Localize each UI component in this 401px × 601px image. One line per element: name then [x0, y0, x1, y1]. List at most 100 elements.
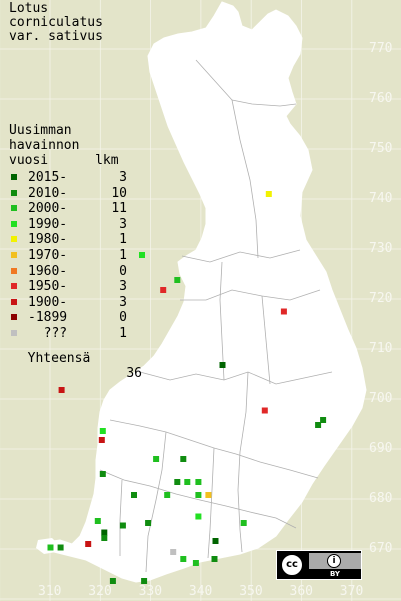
- legend-period-label: 2000-: [28, 201, 68, 217]
- legend-count: 1: [119, 325, 127, 341]
- observation-marker: [99, 471, 106, 477]
- y-axis-label: 670: [369, 541, 393, 556]
- observation-markers: [47, 191, 327, 584]
- legend-heading-line: havainnon: [9, 138, 80, 153]
- observation-marker: [192, 560, 199, 566]
- observation-marker: [58, 387, 65, 393]
- total-count: 36: [126, 366, 142, 381]
- observation-marker: [101, 535, 108, 541]
- observation-marker: [195, 513, 202, 520]
- legend-total: Yhteensä 36: [12, 336, 142, 381]
- observation-marker: [153, 456, 160, 462]
- x-axis-label: 370: [339, 584, 364, 599]
- observation-marker: [174, 277, 181, 283]
- observation-marker: [180, 556, 187, 562]
- legend-count: 3: [119, 170, 127, 185]
- observation-marker: [131, 492, 137, 498]
- species-title: Lotus corniculatus var. sativus: [9, 2, 103, 44]
- y-axis-label: 700: [369, 391, 393, 406]
- observation-marker: [205, 492, 212, 498]
- observation-marker: [184, 479, 191, 485]
- y-axis-label: 680: [369, 491, 393, 506]
- observation-marker: [195, 492, 202, 498]
- y-axis-label: 690: [369, 441, 393, 456]
- observation-marker: [219, 362, 226, 368]
- legend-count: 0: [119, 310, 127, 326]
- observation-marker: [174, 479, 181, 485]
- observation-marker: [180, 456, 187, 462]
- observation-marker: [47, 544, 54, 551]
- finland-outline: [41, 1, 367, 583]
- y-axis-label: 740: [369, 191, 393, 206]
- legend-swatch: [11, 329, 17, 336]
- legend-period-label: 2015-: [28, 170, 68, 185]
- x-axis-label: 330: [138, 584, 163, 599]
- legend-count: 1: [119, 232, 127, 248]
- y-axis-label: 710: [369, 341, 393, 356]
- observation-marker: [139, 252, 145, 258]
- legend-swatch: [11, 236, 17, 243]
- x-axis-label: 360: [289, 584, 313, 599]
- legend-count: 3: [119, 279, 127, 295]
- legend-period-label: 1980-: [28, 232, 68, 248]
- legend-period-label: 1960-: [28, 263, 68, 279]
- observation-marker: [145, 520, 152, 526]
- legend-heading-line: vuosi lkm: [9, 153, 119, 168]
- y-axis-label: 730: [369, 241, 393, 256]
- legend-swatch: [11, 251, 17, 258]
- legend-swatch: [11, 314, 17, 321]
- title-line: var. sativus: [9, 29, 103, 44]
- legend-heading: Uusimman havainnon vuosi lkm: [9, 123, 119, 168]
- legend-swatch: [11, 298, 17, 305]
- observation-marker: [212, 538, 219, 544]
- title-line: Lotus: [9, 1, 49, 16]
- legend-period-label: -1899: [28, 310, 68, 326]
- legend-heading-line: Uusimman: [9, 123, 72, 138]
- observation-marker: [98, 437, 105, 443]
- legend-count: 10: [111, 185, 127, 201]
- observation-marker: [94, 518, 101, 524]
- y-axis-label: 760: [369, 91, 393, 106]
- legend-count: 3: [119, 294, 127, 310]
- legend-period-label: 1970-: [28, 247, 68, 263]
- observation-marker: [109, 578, 116, 584]
- observation-marker: [164, 492, 171, 498]
- legend-period-label: 1900-: [28, 294, 68, 310]
- legend-period-label: ???: [28, 325, 68, 341]
- observation-marker: [119, 522, 126, 529]
- legend-count: 11: [111, 201, 127, 217]
- observation-marker: [99, 428, 106, 434]
- cc-icon: cc: [280, 553, 304, 577]
- legend-swatch: [11, 267, 17, 274]
- legend-swatch: [11, 205, 17, 212]
- legend-swatch: [11, 283, 17, 290]
- observation-marker: [315, 422, 322, 428]
- observation-marker: [211, 556, 218, 562]
- attribution-person-icon: i: [327, 554, 341, 568]
- observation-marker: [101, 529, 108, 536]
- title-line: corniculatus: [9, 15, 103, 30]
- legend-period-label: 1950-: [28, 279, 68, 295]
- legend-count: 3: [119, 216, 127, 232]
- observation-marker: [261, 407, 268, 414]
- cc-by-license-badge[interactable]: cc i BY: [276, 550, 362, 580]
- legend-swatch: [11, 220, 17, 227]
- y-axis-label: 750: [369, 141, 393, 156]
- x-axis-label: 310: [38, 584, 62, 599]
- observation-marker: [160, 287, 167, 293]
- x-axis-label: 350: [239, 584, 263, 599]
- x-axis-label: 320: [88, 584, 112, 599]
- observation-marker: [85, 541, 92, 547]
- legend-count: 0: [119, 263, 127, 279]
- observation-marker: [141, 578, 148, 584]
- observation-marker: [170, 549, 177, 555]
- by-label: BY: [329, 570, 341, 578]
- region-borders: [99, 59, 333, 573]
- observation-marker: [195, 479, 202, 485]
- total-label: Yhteensä: [27, 351, 91, 366]
- legend-swatch: [11, 189, 17, 196]
- observation-marker: [240, 520, 247, 526]
- observation-marker: [280, 308, 287, 315]
- observation-marker: [57, 544, 64, 551]
